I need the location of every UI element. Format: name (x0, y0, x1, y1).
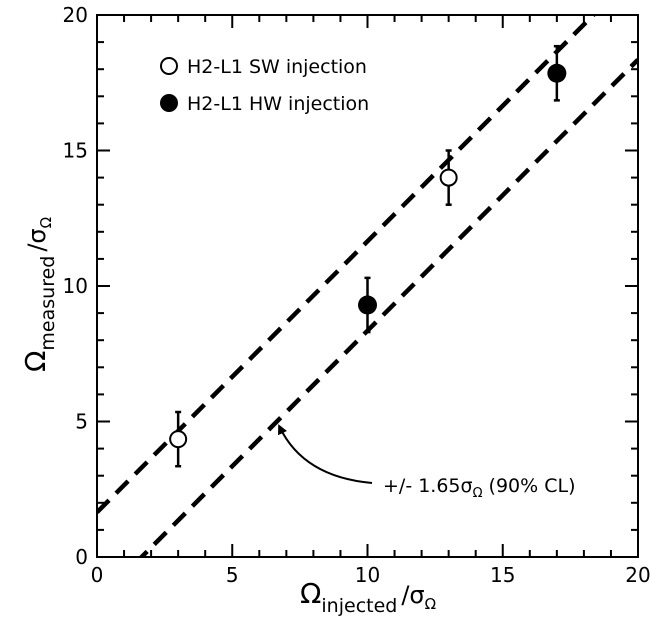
y-axis-label: Ωmeasured/σΩ (19, 217, 59, 372)
x-tick-label: 20 (625, 563, 650, 587)
y-label-slash-sub: Ω (37, 217, 55, 228)
legend-label-hw: H2-L1 HW injection (187, 93, 369, 115)
x-axis-label: Ωinjected/σΩ (300, 577, 436, 617)
annotation-sigma-sub: Ω (473, 486, 483, 501)
legend-marker-filled-circle (160, 94, 178, 112)
y-tick-label: 5 (75, 410, 88, 434)
x-tick-label: 0 (91, 563, 104, 587)
annotation-arrow (278, 424, 373, 484)
y-tick-label: 20 (63, 3, 88, 27)
x-label-slash: /σ (401, 581, 424, 609)
data-point-open (169, 430, 188, 449)
y-label-slash: /σ (23, 228, 51, 251)
legend: H2-L1 SW injection H2-L1 HW injection (160, 56, 369, 115)
axis-ticks (96, 14, 639, 558)
annotation-suffix: (90% CL) (483, 475, 576, 497)
x-tick-label: 15 (490, 563, 515, 587)
data-point-filled (358, 295, 377, 315)
legend-marker-open-circle (160, 57, 178, 75)
legend-label-sw: H2-L1 SW injection (187, 56, 367, 78)
y-tick-label: 10 (63, 274, 88, 298)
data-point-open (439, 168, 458, 187)
annotation-prefix: +/- 1.65 (383, 475, 461, 497)
band-line-upper (97, 15, 597, 514)
x-label-slash-sub: Ω (425, 595, 436, 613)
data-points (169, 44, 567, 468)
data-point-filled (547, 63, 567, 83)
y-tick-label: 15 (63, 139, 88, 163)
annotation-sigma: σ (461, 475, 473, 497)
y-label-sub: measured (37, 256, 59, 351)
x-label-symbol: Ω (300, 577, 321, 610)
x-tick-label: 10 (355, 563, 380, 587)
annotation-text: +/- 1.65σΩ (90% CL) (383, 475, 576, 501)
y-label-symbol: Ω (19, 351, 52, 372)
x-label-sub: injected (321, 595, 397, 617)
axis-tick-labels: 0 5 10 15 20 0 5 10 15 20 (63, 3, 651, 587)
x-tick-label: 5 (226, 563, 239, 587)
y-tick-label: 0 (75, 545, 88, 569)
annotation: +/- 1.65σΩ (90% CL) (278, 424, 576, 501)
